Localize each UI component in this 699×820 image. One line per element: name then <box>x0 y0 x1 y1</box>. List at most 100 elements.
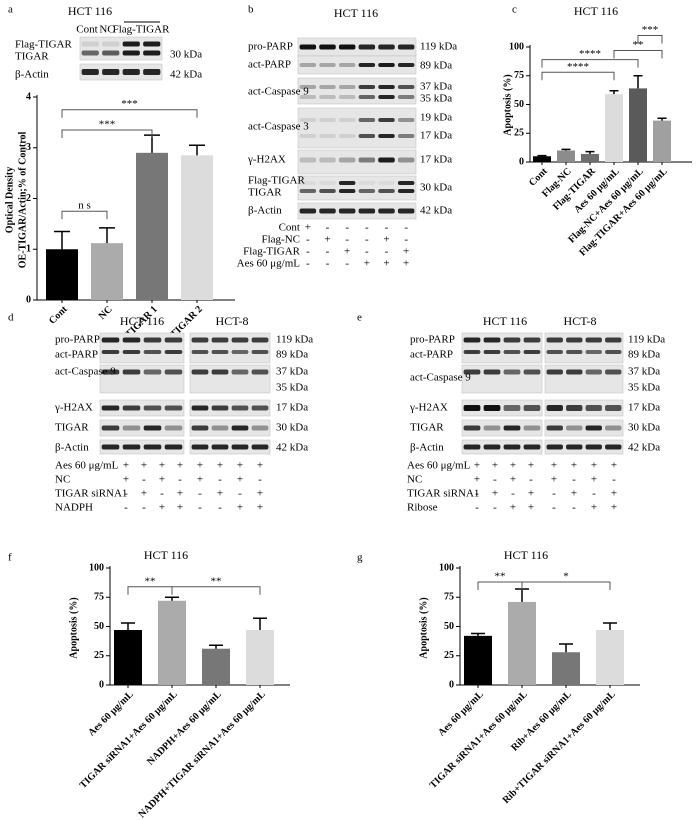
condition-sign: - <box>306 258 310 270</box>
blot-band <box>251 350 269 354</box>
size-label: 89 kDa <box>628 349 660 361</box>
blot-band <box>211 444 229 450</box>
bar <box>91 243 123 300</box>
bar <box>605 94 623 162</box>
blot-band <box>251 444 269 450</box>
blot-band <box>101 369 120 375</box>
blot-background <box>99 399 185 417</box>
blot-background <box>297 175 417 201</box>
y-tick-label: 75 <box>514 70 524 81</box>
blot-band <box>397 95 415 99</box>
blot-band <box>319 118 336 122</box>
condition-sign: + <box>237 474 243 486</box>
blot-band <box>299 208 317 214</box>
blot-band <box>299 118 317 122</box>
condition-sign: + <box>403 258 409 270</box>
size-label: 19 kDa <box>420 112 452 124</box>
blot-band <box>319 85 336 89</box>
y-tick-label: 50 <box>94 621 104 632</box>
y-tick-label: 4 <box>26 91 31 102</box>
size-label: 35 kDa <box>628 382 660 394</box>
blot-band <box>585 337 602 343</box>
blot-background <box>544 364 624 394</box>
blot-band <box>523 337 541 343</box>
condition-sign: - <box>552 488 556 500</box>
y-tick-label: 50 <box>514 99 524 110</box>
condition-label: NC <box>407 474 422 486</box>
blot-band <box>338 63 356 67</box>
band-label: pro-PARP <box>410 334 455 346</box>
condition-sign: - <box>404 222 408 234</box>
blot-background <box>297 77 417 105</box>
blot-band <box>81 41 99 47</box>
condition-label: Aes 60 μg/mL <box>55 460 119 472</box>
blot-band <box>378 63 395 67</box>
condition-sign: + <box>510 474 516 486</box>
band-label: act-Caspase 9 <box>55 366 116 378</box>
blot-band <box>191 444 209 450</box>
blot-band <box>251 337 269 343</box>
condition-sign: + <box>197 460 203 472</box>
condition-sign: + <box>217 460 223 472</box>
band-label: act-Caspase 9 <box>410 372 471 384</box>
blot-band <box>231 369 249 375</box>
condition-sign: + <box>159 460 165 472</box>
condition-sign: + <box>177 460 183 472</box>
y-tick-label: 0 <box>519 156 524 167</box>
y-tick-label: 25 <box>94 650 104 661</box>
chart-title: HCT 116 <box>68 4 112 18</box>
blot-band <box>299 189 317 193</box>
y-tick-label: 100 <box>89 562 104 573</box>
band-label: TIGAR <box>410 422 444 434</box>
blot-band <box>299 44 317 50</box>
blot-band <box>251 369 269 375</box>
significance-label: **** <box>567 61 589 73</box>
condition-sign: + <box>492 488 498 500</box>
significance-bracket <box>541 71 615 81</box>
y-tick-label: 0 <box>99 679 104 690</box>
y-tick-label: 25 <box>514 128 524 139</box>
blot-band <box>122 41 140 47</box>
blot-band <box>378 95 395 99</box>
condition-sign: - <box>345 222 349 234</box>
blot-band <box>81 50 99 56</box>
condition-sign: - <box>529 474 533 486</box>
significance-label: *** <box>121 98 138 110</box>
blot-band <box>143 369 162 375</box>
blot-band <box>299 134 317 138</box>
blot-band <box>397 189 415 193</box>
condition-sign: + <box>611 460 617 472</box>
blot-background <box>461 364 543 394</box>
chart-title: HCT 116 <box>144 548 188 562</box>
condition-sign: - <box>475 502 479 514</box>
blot-band <box>585 405 602 411</box>
blot-band <box>358 208 376 214</box>
blot-band <box>299 181 317 185</box>
blot-band <box>546 444 563 450</box>
error-bar <box>99 227 115 244</box>
size-label: 35 kDa <box>420 93 452 105</box>
condition-sign: - <box>552 502 556 514</box>
panel-letter: g <box>357 552 363 564</box>
error-bar <box>657 117 667 121</box>
blot-band <box>358 118 376 122</box>
error-bar <box>633 75 643 89</box>
blot-background <box>297 202 417 220</box>
blot-band <box>338 95 356 99</box>
blot-band <box>164 337 183 343</box>
blot-band <box>483 369 501 375</box>
blot-band <box>299 85 317 89</box>
significance-bracket <box>541 59 639 68</box>
blot-background <box>297 55 417 75</box>
blot-band <box>358 95 376 99</box>
condition-sign: - <box>365 234 369 246</box>
blot-band <box>81 69 99 75</box>
y-axis-label: Apoptosis (%) <box>502 74 513 135</box>
condition-sign: - <box>306 234 310 246</box>
condition-sign: - <box>385 246 389 258</box>
size-label: 119 kDa <box>276 334 313 346</box>
condition-sign: + <box>177 502 183 514</box>
band-label: Flag-TIGAR <box>248 175 305 187</box>
condition-label: TIGAR siRNA1 <box>55 488 127 500</box>
panel-letter: b <box>248 4 254 16</box>
